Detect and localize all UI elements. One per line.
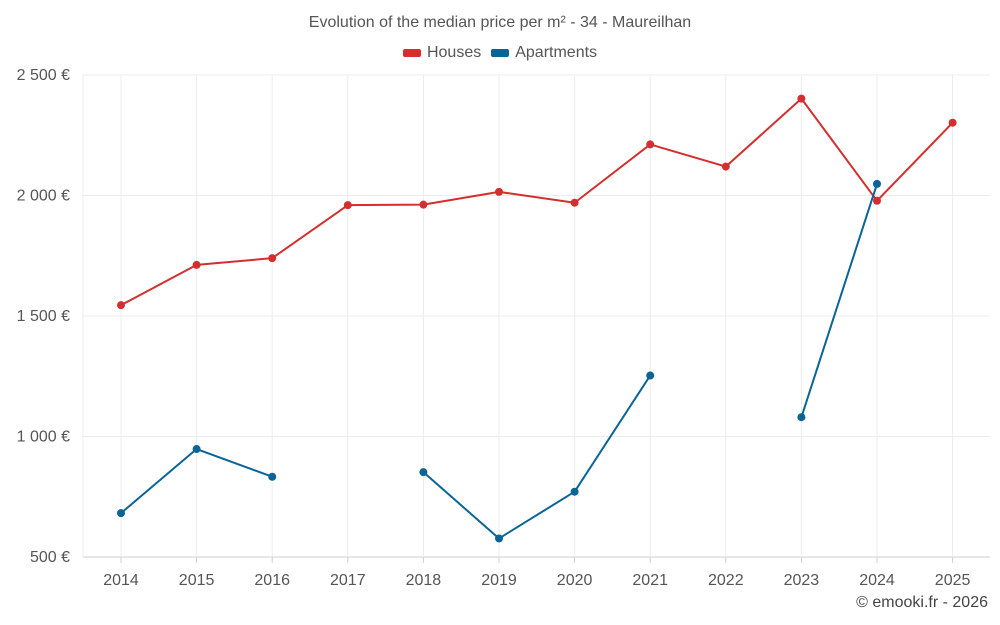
x-tick-label: 2018: [406, 572, 442, 589]
data-point-apartments-2018[interactable]: [419, 468, 428, 477]
data-point-houses-2015[interactable]: [192, 260, 201, 269]
x-tick-label: 2023: [784, 572, 820, 589]
data-point-houses-2022[interactable]: [721, 162, 730, 171]
series-line-houses: [120, 97, 954, 307]
data-point-apartments-2020[interactable]: [570, 487, 579, 496]
legend: Houses Apartments: [0, 44, 1000, 62]
chart-title: Evolution of the median price per m² - 3…: [308, 14, 692, 31]
x-tick-label: 2015: [179, 572, 215, 589]
data-point-apartments-2021[interactable]: [646, 371, 655, 380]
data-point-houses-2024[interactable]: [873, 196, 881, 205]
data-point-houses-2014[interactable]: [117, 301, 125, 310]
data-point-houses-2021[interactable]: [646, 140, 655, 149]
x-tick-label: 2019: [481, 572, 517, 589]
data-point-houses-2018[interactable]: [419, 200, 428, 209]
grid: [82, 74, 990, 558]
legend-label-houses: Houses: [426, 44, 482, 61]
axes: 500 € 1 000 € 1 500 € 2 000 € 2 500 € 2014 201…: [17, 67, 971, 589]
x-tick-label: 2014: [103, 572, 139, 589]
data-point-apartments-2014[interactable]: [117, 509, 125, 518]
y-tick-label: 2 000 €: [17, 188, 70, 205]
x-tick-label: 2017: [330, 572, 366, 589]
series: [117, 94, 957, 543]
data-point-apartments-2023[interactable]: [797, 413, 806, 422]
series-line-apartments: [422, 374, 652, 540]
x-tick-label: 2022: [708, 572, 744, 589]
data-point-apartments-2024[interactable]: [873, 179, 881, 188]
legend-item-houses[interactable]: Houses: [402, 44, 482, 62]
data-point-houses-2016[interactable]: [268, 254, 277, 263]
legend-swatch-houses: [402, 49, 421, 57]
x-tick-label: 2025: [935, 572, 971, 589]
series-houses: [117, 94, 957, 310]
y-tick-label: 1 500 €: [17, 308, 70, 325]
y-tick-label: 500 €: [30, 549, 70, 566]
data-point-houses-2023[interactable]: [797, 94, 806, 103]
legend-label-apartments: Apartments: [515, 44, 598, 61]
data-point-houses-2019[interactable]: [495, 187, 503, 196]
legend-swatch-apartments: [491, 49, 510, 57]
data-point-apartments-2016[interactable]: [268, 472, 277, 481]
data-point-apartments-2015[interactable]: [192, 445, 201, 454]
series-apartments: [117, 179, 881, 543]
x-tick-label: 2021: [632, 572, 668, 589]
legend-item-apartments[interactable]: Apartments: [491, 44, 597, 62]
y-tick-label: 2 500 €: [17, 67, 70, 84]
y-tick-label: 1 000 €: [17, 429, 70, 446]
credit-text: © emooki.fr - 2026: [856, 594, 988, 611]
data-point-apartments-2019[interactable]: [495, 534, 503, 543]
data-point-houses-2020[interactable]: [570, 198, 579, 207]
data-point-houses-2017[interactable]: [343, 201, 352, 210]
data-point-houses-2025[interactable]: [948, 118, 957, 127]
x-tick-label: 2024: [859, 572, 895, 589]
x-tick-label: 2020: [557, 572, 593, 589]
series-line-apartments: [800, 183, 878, 418]
x-tick-label: 2016: [254, 572, 290, 589]
